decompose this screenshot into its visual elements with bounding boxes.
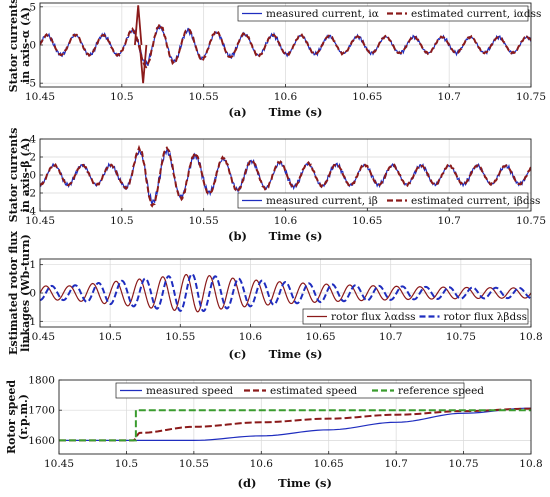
- legend: measured speed estimated speed reference s…: [115, 382, 484, 399]
- y-tick-label: 5: [29, 1, 36, 13]
- chart-a: 10.45 10.5 10.55 10.6 10.65 10.7 10.75 5 0 -5 meas…: [7, 0, 546, 119]
- axis-caption: (b) Time (s): [228, 229, 322, 243]
- x-tick-label: 10.6: [274, 91, 298, 103]
- panel-letter: (b): [228, 229, 247, 243]
- panel-letter: (a): [228, 105, 246, 119]
- legend-entry: measured speed: [146, 385, 233, 397]
- legend-entry: estimated current, iαdss: [411, 8, 541, 20]
- series-line-1: [59, 407, 531, 442]
- y-tick-label: -4: [26, 206, 37, 218]
- panel-letter: (d): [238, 476, 257, 490]
- x-tick-label: 10.55: [165, 331, 195, 343]
- y-tick-label: -2: [26, 188, 36, 200]
- plot-frame: [39, 258, 532, 328]
- x-tick-label: 10.5: [98, 331, 121, 343]
- series-line-3: [59, 409, 531, 442]
- x-tick-label: 10.45: [25, 215, 55, 227]
- y-axis-label: Rotor speed(r.p.m.): [5, 380, 30, 454]
- legend-box: [115, 382, 465, 399]
- x-tick-label: 10.7: [384, 458, 407, 470]
- x-tick-label: 10.5: [110, 215, 133, 227]
- axis-caption: (d) Time (s): [238, 476, 332, 490]
- series-line-2: [40, 22, 531, 69]
- annotation-mark: [138, 44, 148, 84]
- x-tick-label: 10.7: [437, 215, 460, 227]
- x-tick-label: 10.65: [314, 458, 344, 470]
- y-tick-label: 1600: [28, 435, 55, 447]
- legend-box: [237, 192, 529, 209]
- legend-entry: estimated speed: [270, 385, 357, 397]
- series-line-2: [59, 407, 531, 442]
- x-axis-label: Time (s): [269, 105, 323, 119]
- x-tick-label: 10.45: [25, 91, 55, 103]
- legend: measured current, iβ estimated current, i…: [237, 192, 540, 209]
- x-axis-label: Time (s): [269, 347, 323, 361]
- series-line-2: [40, 144, 531, 208]
- y-tick-label: 4: [29, 134, 36, 146]
- x-tick-label: 10.55: [189, 215, 219, 227]
- x-tick-label: 10.75: [516, 91, 546, 103]
- chart-b: 10.45 10.5 10.55 10.6 10.65 10.7 10.75 4 2 0 -2 -4 m…: [7, 128, 546, 243]
- x-tick-label: 10.75: [446, 331, 476, 343]
- x-tick-label: 10.45: [44, 458, 74, 470]
- y-tick-label: 1: [29, 259, 36, 271]
- series-line-2: [40, 272, 531, 313]
- x-tick-label: 10.55: [179, 458, 209, 470]
- chart-c: 10.45 10.5 10.55 10.6 10.65 10.7 10.75 10.8 1 0 -1…: [7, 231, 543, 361]
- x-axis-label: Time (s): [278, 476, 332, 490]
- x-axis-label: Time (s): [269, 229, 323, 243]
- plot-frame: [39, 138, 532, 212]
- y-tick-label: 0: [29, 288, 36, 300]
- legend-entry: reference speed: [398, 385, 484, 397]
- legend: rotor flux λαdss rotor flux λβdss: [302, 308, 529, 325]
- x-tick-label: 10.6: [239, 331, 263, 343]
- y-tick-label: 2: [29, 152, 36, 164]
- y-axis-label: Stator currentsin axis-β (A): [7, 128, 32, 223]
- y-tick-label: -1: [26, 316, 36, 328]
- x-tick-label: 10.65: [352, 91, 382, 103]
- x-tick-label: 10.75: [516, 215, 546, 227]
- y-axis-label: Estimated rotor fluxlinkages (Wb-turn): [7, 231, 32, 355]
- legend-entry: estimated current, iβdss: [411, 195, 540, 207]
- x-tick-label: 10.7: [437, 91, 460, 103]
- legend-entry: measured current, iβ: [266, 195, 378, 207]
- y-tick-label: 0: [29, 170, 36, 182]
- legend-box: [302, 308, 529, 325]
- series-line-1: [40, 148, 531, 206]
- y-tick-label: -5: [26, 78, 36, 90]
- x-tick-label: 10.5: [115, 458, 138, 470]
- axis-caption: (c) Time (s): [229, 347, 323, 361]
- legend-entry: rotor flux λαdss: [331, 311, 416, 323]
- x-tick-label: 10.6: [274, 215, 298, 227]
- y-tick-label: 0: [29, 40, 36, 52]
- panel-letter: (c): [229, 347, 247, 361]
- plot-frame: [58, 379, 532, 455]
- legend: measured current, iα estimated current, i…: [237, 5, 541, 22]
- x-tick-label: 10.8: [519, 331, 542, 343]
- x-tick-label: 10.8: [519, 458, 542, 470]
- plot-frame: [39, 2, 532, 88]
- y-axis-label: Stator currentsin axis-α (A): [7, 0, 32, 92]
- series-line-1: [40, 273, 531, 313]
- legend-entry: rotor flux λβdss: [444, 311, 528, 323]
- x-tick-label: 10.7: [379, 331, 402, 343]
- x-tick-label: 10.45: [25, 331, 55, 343]
- x-tick-label: 10.6: [250, 458, 274, 470]
- x-tick-label: 10.55: [189, 91, 219, 103]
- x-tick-label: 10.75: [449, 458, 479, 470]
- x-tick-label: 10.65: [306, 331, 336, 343]
- x-tick-label: 10.5: [110, 91, 133, 103]
- legend-box: [237, 5, 529, 22]
- x-tick-label: 10.65: [352, 215, 382, 227]
- legend-entry: measured current, iα: [266, 8, 379, 20]
- axis-caption: (a) Time (s): [228, 105, 322, 119]
- y-tick-label: 1700: [28, 405, 55, 417]
- annotation-mark: [134, 5, 143, 46]
- y-tick-label: 1800: [28, 375, 55, 387]
- chart-d: 10.45 10.5 10.55 10.6 10.65 10.7 10.75 10.8 1800…: [5, 375, 543, 491]
